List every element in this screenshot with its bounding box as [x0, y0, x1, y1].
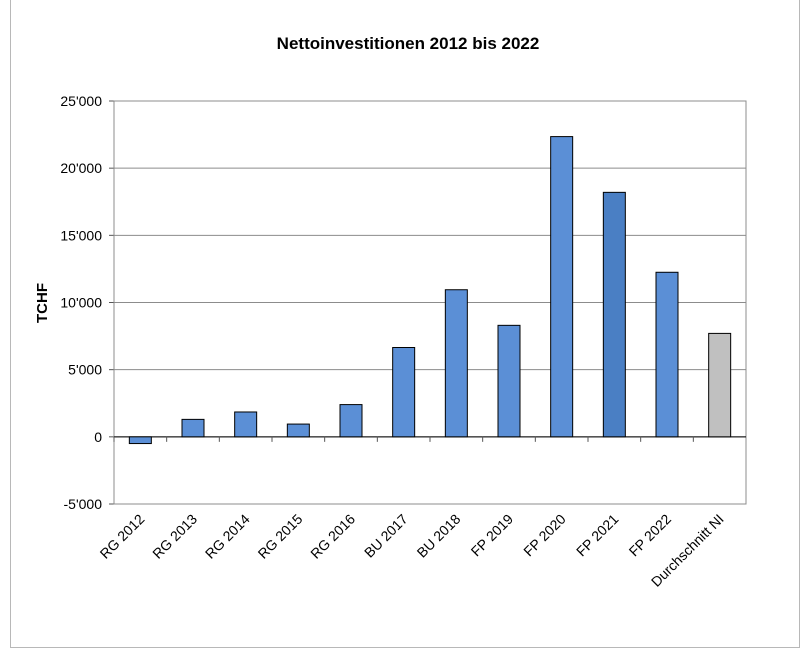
x-tick-label: RG 2012	[97, 511, 148, 562]
y-tick-label: 25'000	[60, 93, 102, 109]
x-tick-label: RG 2016	[307, 511, 358, 562]
y-tick-labels: -5'000 0 5'000 10'000 15'000 20'000 25'000	[60, 93, 102, 512]
x-tick-label: FP 2021	[573, 511, 622, 560]
bar-rg-2012	[128, 436, 152, 445]
y-tick-label: 10'000	[60, 295, 102, 311]
x-tick-label: BU 2018	[414, 511, 464, 561]
y-tick-label: 0	[94, 429, 102, 445]
bar-rg-2016	[339, 404, 363, 438]
y-tick-label: 15'000	[60, 227, 102, 243]
gridlines	[114, 100, 746, 505]
bar-fp-2019	[497, 324, 521, 438]
y-tick-label: 5'000	[68, 362, 102, 378]
x-tick-label: BU 2017	[361, 511, 411, 561]
bar-bu-2018	[444, 289, 468, 438]
x-tick-labels: RG 2012 RG 2013 RG 2014 RG 2015 RG 2016 BU 20…	[97, 511, 727, 590]
bar-fp-2022	[655, 271, 679, 438]
y-axis-label: TCHF	[34, 283, 51, 323]
x-tick-label: RG 2015	[255, 511, 306, 562]
bar-fp-2021	[602, 191, 626, 438]
plot-area-border	[113, 100, 747, 505]
x-tick-label: FP 2020	[520, 511, 569, 560]
bar-bu-2017	[392, 347, 416, 438]
bar-fp-2020	[550, 136, 574, 438]
y-tick-label: 20'000	[60, 160, 102, 176]
bar-durchschnitt-ni	[708, 332, 732, 438]
axes	[109, 100, 747, 505]
x-tick-label: FP 2019	[468, 511, 517, 560]
x-tick-label: RG 2013	[149, 511, 200, 562]
y-tick-label: -5'000	[64, 496, 103, 512]
chart-title: Nettoinvestitionen 2012 bis 2022	[277, 34, 540, 53]
x-tick-label: RG 2014	[202, 511, 253, 562]
bar-rg-2013	[181, 418, 205, 438]
bar-rg-2014	[234, 411, 258, 438]
bar-rg-2015	[286, 423, 310, 438]
bars	[128, 136, 732, 445]
x-tick-label: FP 2022	[626, 511, 675, 560]
